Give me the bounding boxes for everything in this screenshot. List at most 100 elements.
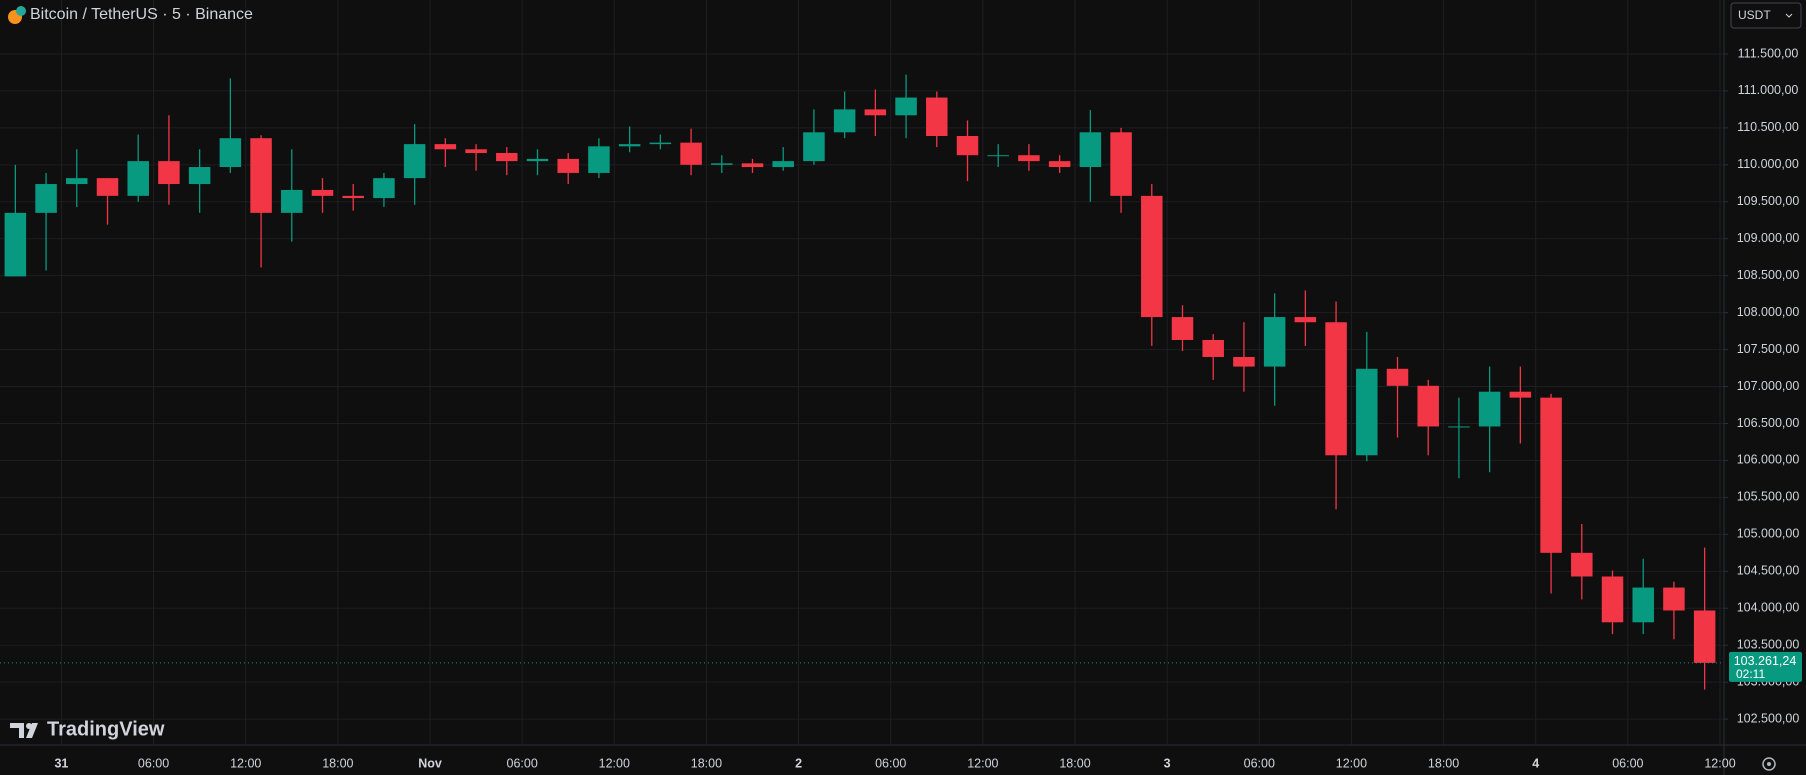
candle-body	[557, 158, 579, 173]
y-tick-label: 109.500,00	[1737, 194, 1800, 208]
candle-body	[4, 212, 27, 277]
x-tick-label: 06:00	[507, 756, 538, 770]
x-tick-label: 4	[1532, 756, 1539, 770]
candle-body	[403, 144, 426, 179]
candle-body	[1632, 587, 1654, 623]
y-tick-label: 111.000,00	[1738, 83, 1799, 97]
candle-body	[342, 195, 364, 199]
candle-body	[311, 189, 334, 196]
y-tick-label: 108.500,00	[1737, 268, 1800, 282]
candle-body	[1509, 391, 1532, 398]
candle-body	[1417, 385, 1439, 427]
candle-body	[987, 155, 1009, 157]
x-tick-label: 2	[795, 756, 802, 770]
symbol-logo	[8, 6, 26, 24]
candle-body	[1601, 576, 1624, 623]
candle-body	[1571, 552, 1593, 577]
candle-body	[127, 161, 149, 196]
x-tick-label: 06:00	[1612, 756, 1643, 770]
y-tick-label: 105.000,00	[1737, 527, 1800, 541]
y-tick-label: 105.500,00	[1737, 490, 1800, 504]
x-tick-label: 06:00	[138, 756, 169, 770]
currency-dropdown[interactable]: USDT	[1730, 2, 1802, 29]
x-tick-label: 06:00	[875, 756, 906, 770]
candle-body	[188, 167, 211, 185]
candle-body	[864, 109, 887, 116]
candle-body	[1325, 322, 1347, 456]
watermark-text: TradingView	[47, 718, 165, 740]
y-tick-label: 104.000,00	[1737, 601, 1800, 615]
last-price-box	[1729, 651, 1802, 682]
x-tick-label: 12:00	[1704, 756, 1735, 770]
candle-body	[1693, 610, 1716, 663]
candle-body	[1233, 356, 1255, 367]
candle-body	[895, 97, 917, 116]
candle-body	[1110, 132, 1132, 196]
x-tick-label: 12:00	[230, 756, 261, 770]
y-tick-label: 110.500,00	[1737, 120, 1799, 134]
candle-body	[281, 189, 303, 213]
candle-body	[803, 132, 825, 162]
candle-body	[496, 152, 518, 162]
candle-body	[833, 109, 856, 133]
candle-body	[1048, 161, 1071, 168]
candle-body	[96, 178, 119, 196]
candle-body	[373, 178, 395, 199]
candle-body	[1263, 317, 1286, 367]
candle-body	[465, 149, 487, 153]
candle-body	[35, 184, 57, 213]
settings-button[interactable]	[1762, 757, 1776, 771]
y-tick-label: 110.000,00	[1737, 157, 1799, 171]
y-tick-label: 103.500,00	[1737, 638, 1800, 652]
grid	[0, 0, 1724, 745]
dropdown-box[interactable]	[1730, 2, 1802, 29]
y-tick-label: 107.000,00	[1737, 379, 1800, 393]
candle-body	[1478, 391, 1501, 427]
candle-body	[1171, 317, 1194, 340]
x-tick-label: 31	[54, 756, 68, 770]
candle-body	[680, 142, 702, 165]
candle-body	[219, 138, 242, 168]
candle-body	[66, 178, 88, 185]
x-tick-label: 12:00	[967, 756, 998, 770]
x-tick-label: 12:00	[1336, 756, 1367, 770]
candle-body	[618, 144, 641, 147]
candle-body	[434, 144, 457, 150]
dropdown-arrow[interactable]	[1785, 13, 1793, 18]
y-tick-label: 107.500,00	[1737, 342, 1800, 356]
candle-body	[1079, 132, 1102, 168]
candle-body	[1202, 339, 1224, 357]
last-price-label: 103.261,24	[1734, 654, 1797, 668]
candle-body	[1663, 587, 1685, 611]
candle-body	[1448, 426, 1470, 428]
x-tick-label: 12:00	[599, 756, 630, 770]
candle-body	[250, 138, 272, 213]
candle-body	[526, 158, 549, 162]
settings-icon[interactable]	[1762, 757, 1776, 771]
currency-label[interactable]: USDT	[1738, 8, 1771, 22]
candle-body	[956, 135, 979, 156]
countdown-label: 02:11	[1736, 667, 1765, 681]
candle-body	[1386, 368, 1409, 386]
x-tick-label: 18:00	[1059, 756, 1090, 770]
settings-icon[interactable]	[1767, 762, 1771, 766]
candle-body	[1356, 368, 1378, 456]
candle-body	[1141, 195, 1163, 318]
x-tick-label: 18:00	[322, 756, 353, 770]
x-tick-label: Nov	[418, 756, 442, 770]
candle-body	[1540, 397, 1562, 553]
y-tick-label: 108.000,00	[1737, 305, 1800, 319]
y-tick-label: 106.500,00	[1737, 416, 1800, 430]
watermark: TradingView	[10, 718, 165, 740]
watermark-logo	[26, 723, 32, 729]
candle-body	[158, 161, 180, 185]
candle-body	[1018, 155, 1040, 162]
candle-body	[1294, 317, 1317, 323]
x-tick-label: 18:00	[691, 756, 722, 770]
y-tick-label: 111.500,00	[1738, 46, 1799, 60]
x-tick-label: 06:00	[1244, 756, 1275, 770]
y-tick-label: 106.000,00	[1737, 453, 1800, 467]
